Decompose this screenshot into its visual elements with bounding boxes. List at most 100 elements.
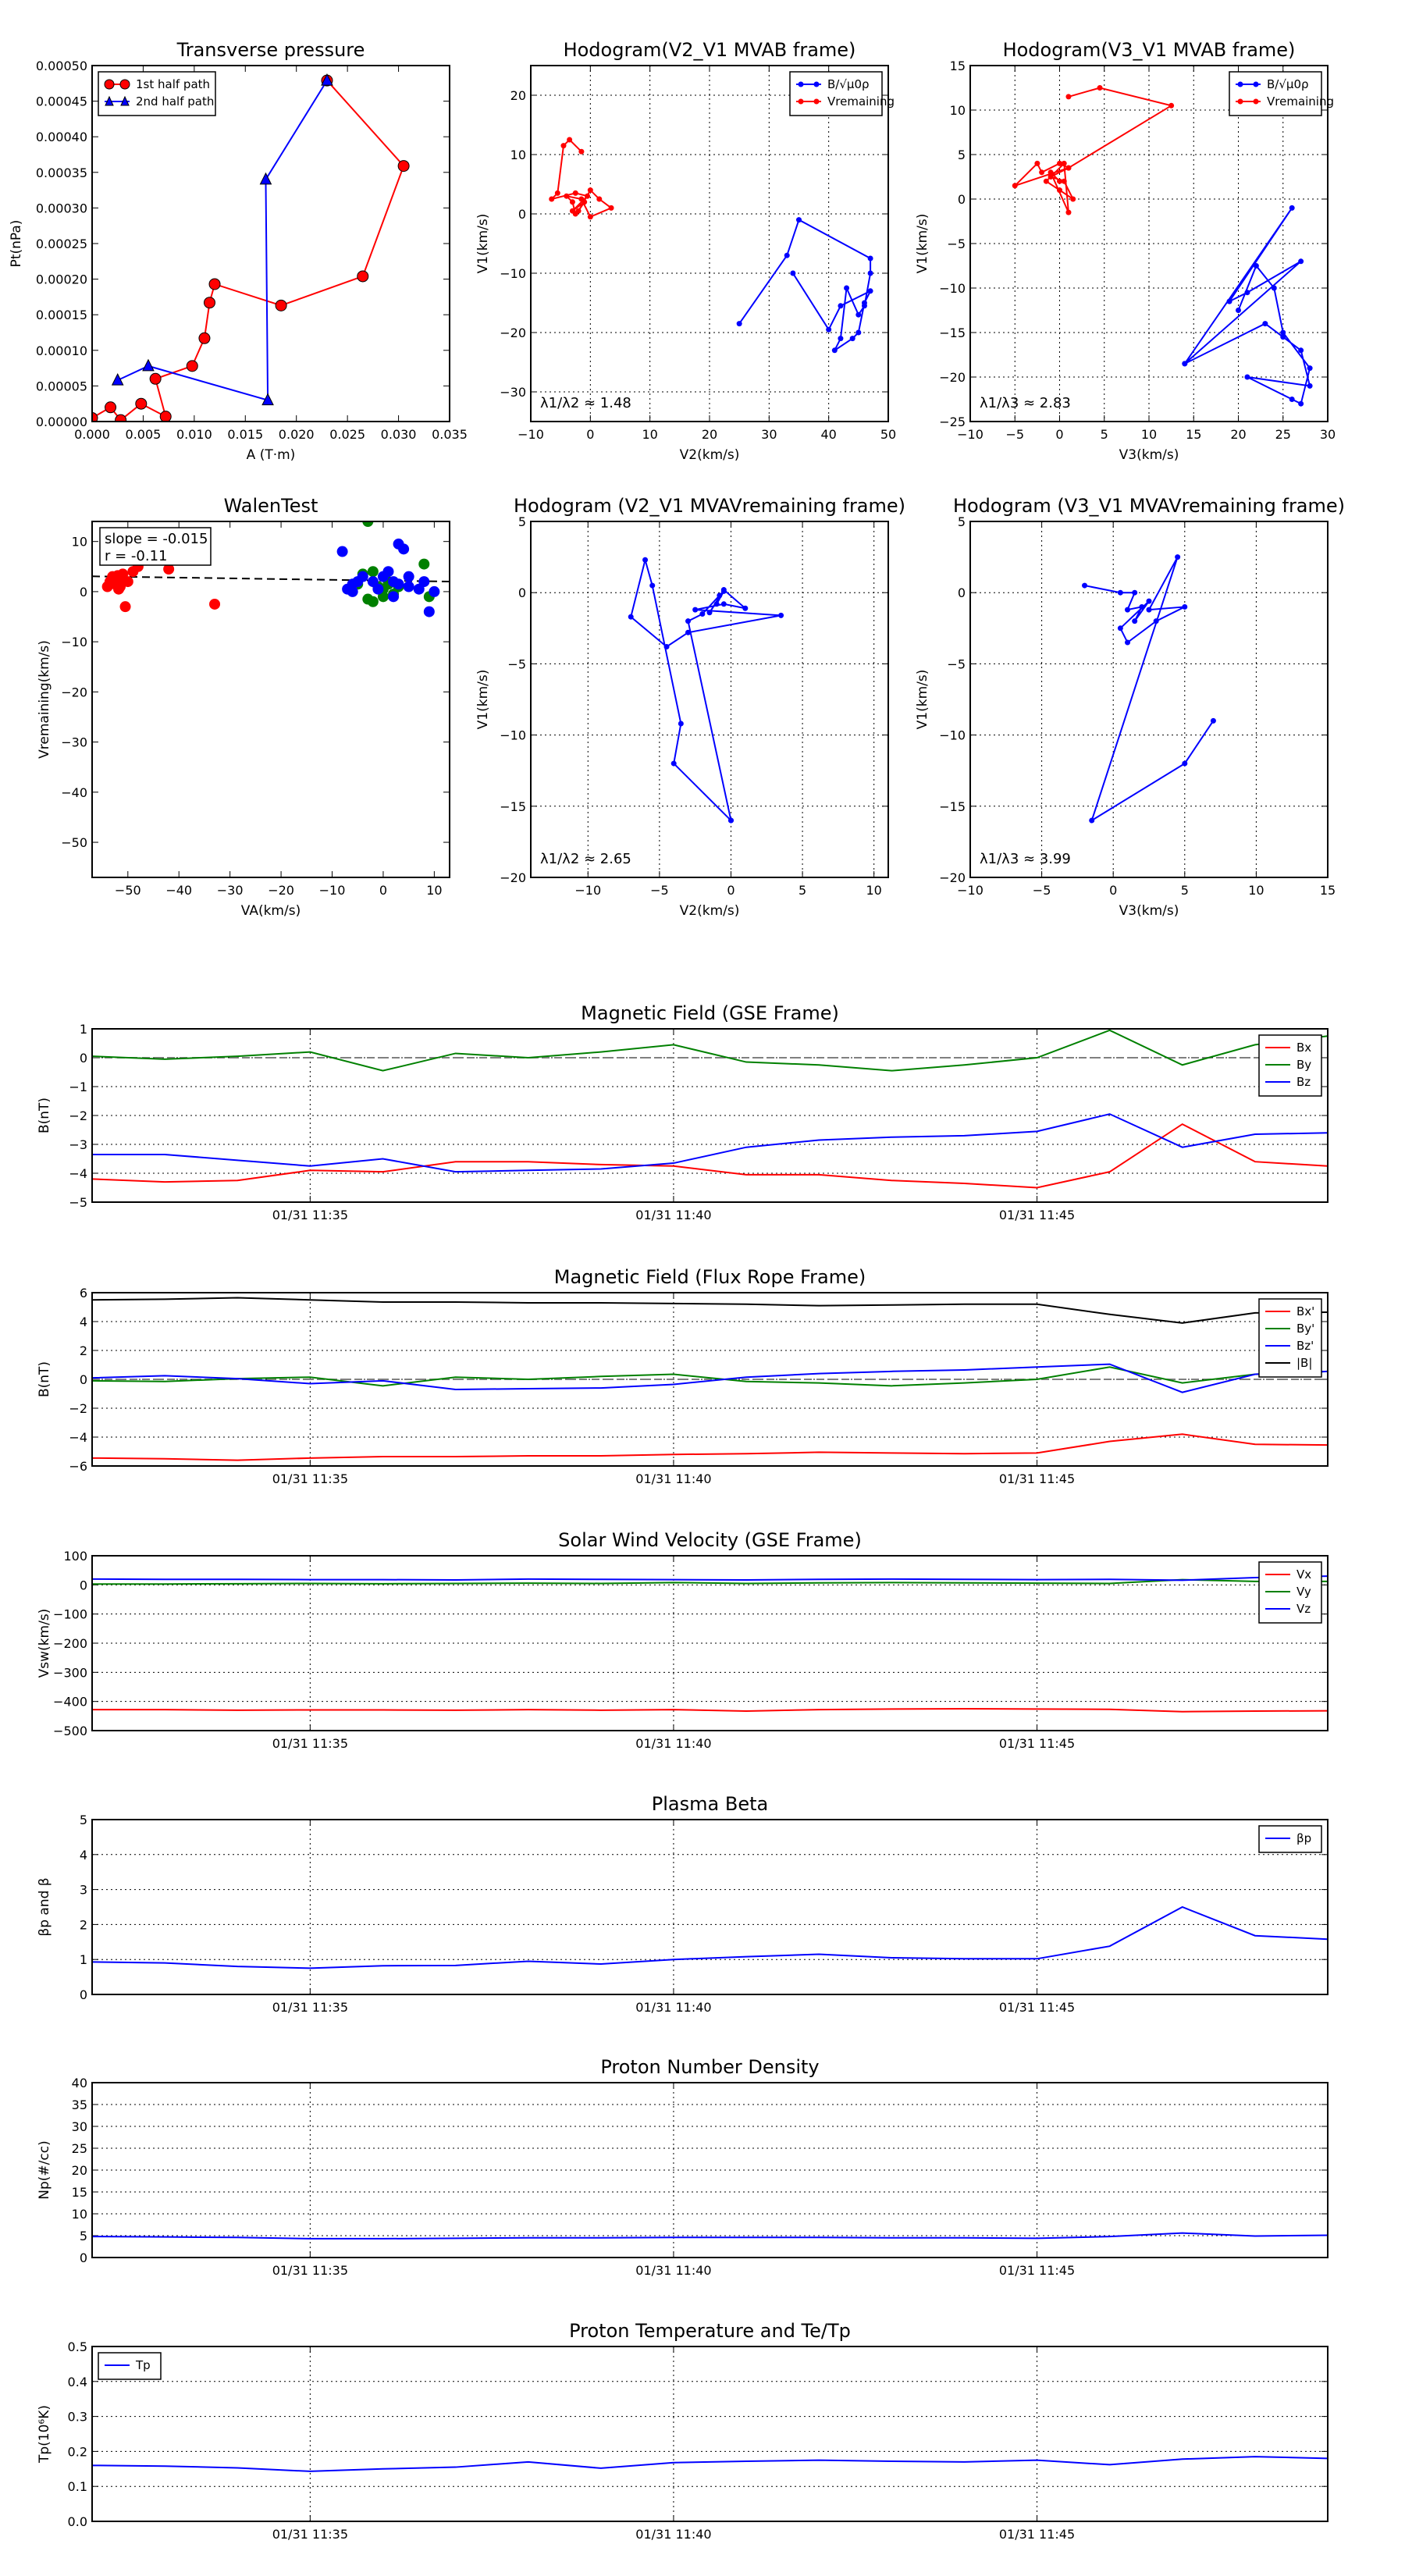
y-tick-label: 0.00010 <box>36 343 87 358</box>
data-point <box>198 332 211 344</box>
data-point <box>122 576 133 588</box>
x-tick-label: 01/31 11:40 <box>635 1736 711 1751</box>
x-tick-label: 0.020 <box>279 427 315 442</box>
x-axis-label: V2(km/s) <box>680 447 740 463</box>
data-point <box>1048 169 1054 176</box>
chart-tp: Transverse pressure 0.000 0.005 0.010 0.015 0… <box>9 39 468 463</box>
x-axis-label: V3(km/s) <box>1119 447 1179 463</box>
stats-box <box>99 527 212 566</box>
series-line <box>738 219 873 353</box>
axes-frame <box>530 521 889 878</box>
legend-label: By' <box>1297 1322 1314 1336</box>
legend-label: Bz <box>1297 1075 1311 1089</box>
plot-area <box>1012 85 1313 407</box>
data-point <box>587 214 593 220</box>
y-tick-label: −20 <box>939 870 966 885</box>
series-0 <box>92 1905 1328 1969</box>
data-point <box>736 321 742 327</box>
data-point <box>1289 205 1295 211</box>
data-point <box>867 270 873 276</box>
chart-tp2: Proton Temperature and Te/Tp 01/31 11:35 0… <box>37 2320 1329 2542</box>
data-point <box>159 411 172 422</box>
y-tick-label: 5 <box>518 514 526 529</box>
legend-label: βp <box>1297 1831 1311 1845</box>
x-tick-label: 30 <box>761 427 777 442</box>
legend-label: Vremaining <box>1267 94 1334 109</box>
x-tick-label: 01/31 11:45 <box>999 2527 1075 2542</box>
data-point <box>403 571 414 582</box>
y-tick-label: 0 <box>80 585 87 600</box>
data-point <box>1226 298 1232 304</box>
x-tick-label: 01/31 11:35 <box>272 2000 348 2015</box>
data-point <box>203 297 215 309</box>
legend-label: B/√μ0ρ <box>827 77 870 91</box>
data-point <box>628 614 634 620</box>
data-point <box>149 372 162 385</box>
series-2 <box>92 1575 1328 1582</box>
x-tick-label: 01/31 11:40 <box>635 1208 711 1222</box>
x-tick-label: 01/31 11:40 <box>635 2527 711 2542</box>
legend-label: Vy <box>1297 1585 1311 1599</box>
axes-frame <box>91 1028 1329 1203</box>
data-point <box>1182 760 1188 767</box>
data-point <box>826 326 832 333</box>
data-point <box>717 592 723 599</box>
legend-marker <box>120 95 130 106</box>
axes-frame <box>530 65 889 422</box>
x-tick-label: 0 <box>1109 883 1117 898</box>
y-axis-label: Tp(10⁶K) <box>37 2405 52 2464</box>
data-point <box>418 558 430 570</box>
data-point <box>1117 625 1123 632</box>
legend: B/√μ0ρ Vremaining <box>1229 71 1334 116</box>
y-tick-label: 1 <box>80 1952 87 1967</box>
data-point <box>1039 169 1045 176</box>
legend-marker <box>104 79 115 90</box>
data-point <box>831 347 838 354</box>
data-point <box>685 629 692 635</box>
y-tick-label: 10 <box>950 103 966 118</box>
legend-marker <box>105 95 114 106</box>
legend-marker <box>813 81 820 87</box>
y-tick-label: −10 <box>500 266 526 281</box>
data-point <box>742 605 749 611</box>
data-point <box>357 270 369 283</box>
y-tick-label: 2 <box>80 1343 87 1358</box>
data-point <box>849 336 855 342</box>
data-point <box>347 585 358 597</box>
data-point <box>861 300 867 306</box>
x-tick-label: −10 <box>574 883 601 898</box>
legend-marker <box>798 81 804 87</box>
data-point <box>1168 102 1175 109</box>
y-tick-label: −2 <box>69 1108 87 1123</box>
x-tick-label: −30 <box>217 883 244 898</box>
y-tick-label: −10 <box>61 635 87 649</box>
x-tick-label: −5 <box>650 883 669 898</box>
data-point <box>321 73 333 86</box>
y-tick-label: −10 <box>500 728 526 743</box>
y-tick-label: 100 <box>63 1549 87 1564</box>
legend-marker <box>119 79 130 90</box>
data-point <box>1307 382 1313 389</box>
x-tick-label: 0 <box>727 883 735 898</box>
data-point <box>1146 607 1152 613</box>
y-tick-label: 20 <box>72 2163 87 2178</box>
data-point <box>1139 603 1145 610</box>
y-tick-label: 5 <box>958 148 966 162</box>
y-tick-label: −15 <box>939 326 966 340</box>
data-point <box>1125 607 1131 613</box>
series-0 <box>1182 205 1313 407</box>
x-tick-label: 01/31 11:45 <box>999 1208 1075 1222</box>
data-point <box>642 557 649 563</box>
series-line <box>92 1905 1328 1969</box>
y-tick-label: 0.00015 <box>36 308 87 322</box>
y-tick-label: 5 <box>80 2229 87 2243</box>
x-tick-label: 25 <box>1275 427 1291 442</box>
series-line <box>92 1575 1328 1582</box>
legend-box <box>98 71 216 116</box>
data-point <box>706 610 713 616</box>
data-point <box>1132 589 1138 596</box>
data-point <box>1117 589 1123 596</box>
y-tick-label: 0.00020 <box>36 272 87 287</box>
chart-title: Magnetic Field (Flux Rope Frame) <box>554 1266 866 1288</box>
series-0 <box>92 1123 1328 1189</box>
